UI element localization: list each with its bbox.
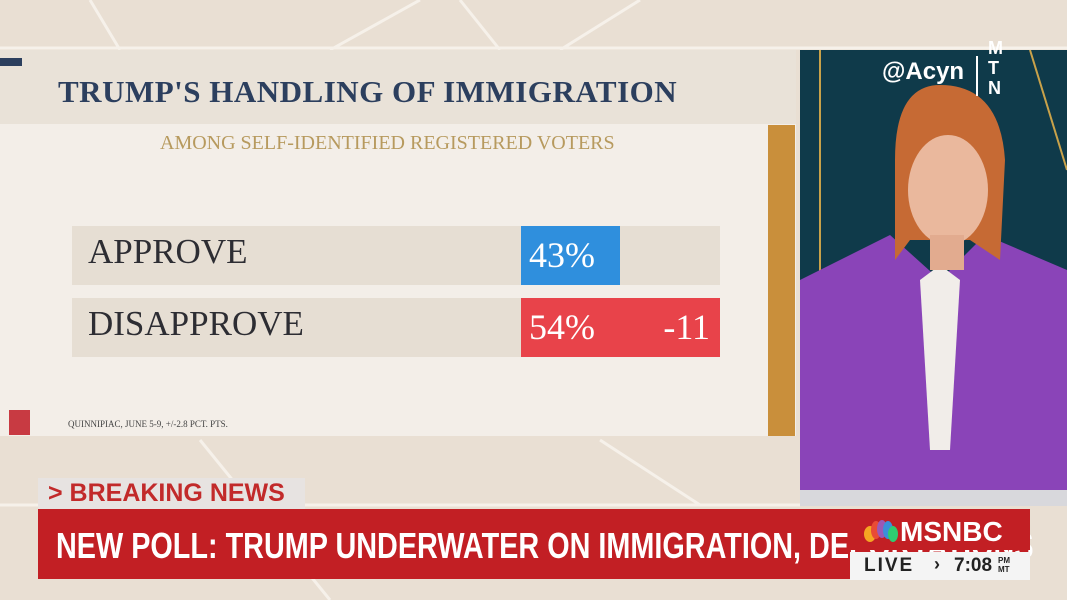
row-value: 54%: [529, 307, 595, 347]
watermark-handle: @Acyn: [882, 58, 965, 85]
red-square: [9, 410, 30, 435]
side-stripe: [768, 125, 795, 436]
watermark-logo: MTN: [988, 38, 1003, 98]
source-note: QUINNIPIAC, JUNE 5-9, +/-2.8 PCT. PTS.: [68, 419, 228, 429]
graphic-subtitle: AMONG SELF-IDENTIFIED REGISTERED VOTERS: [160, 132, 615, 154]
net-value: -11: [663, 307, 710, 347]
graphic-title: TRUMP'S HANDLING OF IMMIGRATION: [58, 74, 678, 109]
breaking-label: > BREAKING NEWS: [48, 479, 285, 507]
row-label: APPROVE: [88, 232, 248, 271]
graphic-header: [0, 50, 796, 124]
watermark-divider: [976, 56, 978, 96]
anchor-video: [800, 50, 1067, 506]
peacock-logo: [864, 520, 898, 542]
time: 7:08: [954, 555, 993, 576]
live-label: LIVE: [864, 555, 915, 576]
breaking-tag: > BREAKING NEWS: [38, 478, 305, 509]
approve-box: 43%: [521, 226, 620, 285]
row-value: 43%: [529, 235, 595, 275]
live-arrow: ›: [934, 554, 940, 574]
row-label: DISAPPROVE: [88, 304, 304, 343]
network-box: MSNBC: [850, 512, 1030, 550]
time-suffix: PM MT: [998, 556, 1010, 574]
corner-accent: [0, 58, 22, 66]
disapprove-box: 54% -11: [521, 298, 720, 357]
network-name: MSNBC: [900, 516, 1003, 547]
time-box: LIVE › 7:08 PM MT: [850, 552, 1030, 580]
